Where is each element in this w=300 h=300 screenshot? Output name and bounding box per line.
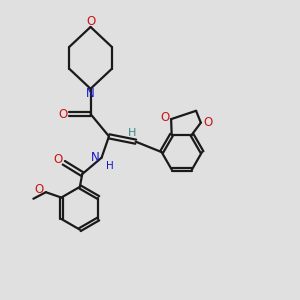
Text: H: H: [128, 128, 136, 138]
Text: O: O: [58, 107, 68, 121]
Text: O: O: [86, 15, 95, 28]
Text: O: O: [53, 153, 62, 166]
Text: O: O: [160, 111, 169, 124]
Text: O: O: [203, 116, 212, 129]
Text: N: N: [86, 87, 95, 100]
Text: H: H: [106, 161, 114, 171]
Text: O: O: [35, 183, 44, 196]
Text: N: N: [91, 151, 99, 164]
